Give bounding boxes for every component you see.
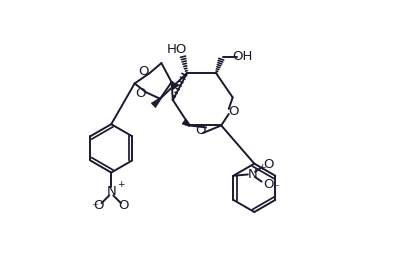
Text: N: N	[248, 168, 257, 181]
Text: O: O	[229, 105, 239, 118]
Text: OH: OH	[232, 50, 252, 63]
Text: ⁻: ⁻	[272, 182, 279, 195]
Text: O: O	[135, 87, 146, 100]
Text: O: O	[195, 124, 206, 136]
Text: O: O	[263, 178, 274, 191]
Text: +: +	[258, 163, 266, 172]
Text: N: N	[106, 185, 116, 198]
Text: O: O	[263, 158, 274, 171]
Text: +: +	[117, 180, 124, 189]
Text: O: O	[93, 199, 104, 212]
Text: O: O	[119, 199, 129, 212]
Text: HO: HO	[166, 43, 187, 56]
Text: ⁻: ⁻	[91, 202, 98, 215]
Text: O: O	[138, 66, 149, 79]
